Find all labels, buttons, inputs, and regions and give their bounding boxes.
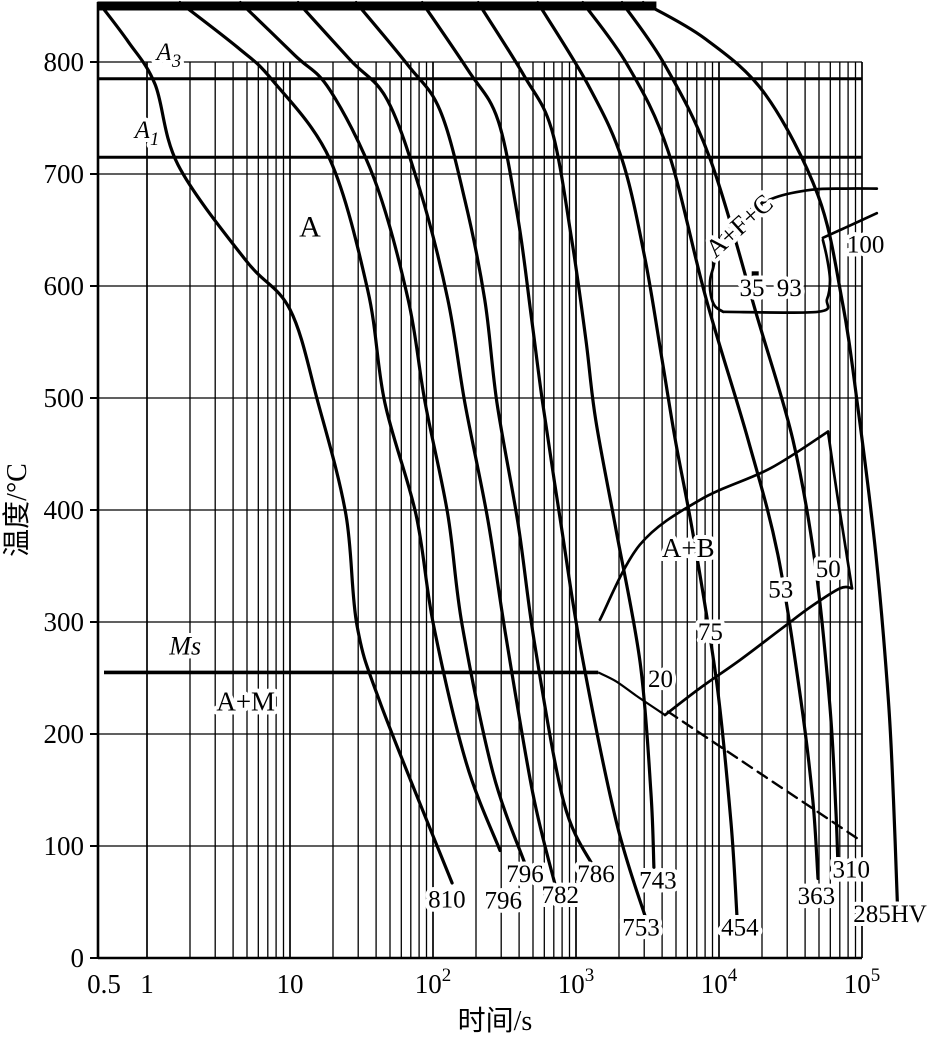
- boundary-bainite-upper: [598, 430, 830, 622]
- boundary-martensite-50-dashed: [666, 710, 864, 843]
- y-tick-label-800: 800: [44, 47, 85, 77]
- ms-line-tail: [597, 671, 666, 716]
- boundary-ferrite-carbide-bottom-right: [721, 238, 832, 315]
- y-tick-label-0: 0: [71, 943, 85, 973]
- cooling-curve-454-7: [536, 1, 739, 919]
- x-tick-label-1: 1: [140, 969, 154, 999]
- cooling-curve-753-5: [420, 1, 649, 924]
- y-tick-label-200: 200: [44, 719, 85, 749]
- y-tick-label-600: 600: [44, 271, 85, 301]
- fraction-label-53: 53: [768, 576, 793, 603]
- fraction-label-100: 100: [847, 231, 885, 258]
- cooling-curve-310-9: [620, 1, 840, 868]
- x-axis-title: 时间/s: [458, 1005, 533, 1037]
- cooling-curve-796-1: [178, 1, 502, 853]
- hardness-label-310: 310: [832, 856, 870, 883]
- phase-label-A: A: [299, 211, 321, 244]
- x-tick-label-102: 102: [415, 965, 452, 999]
- y-tick-label-300: 300: [44, 607, 85, 637]
- cooling-curve-285HV-10: [641, 1, 900, 909]
- cooling-curve-363-8: [581, 1, 820, 881]
- boundary-bainite-right: [826, 430, 854, 590]
- hardness-label-743: 743: [639, 868, 677, 895]
- x-tick-label-0.5: 0.5: [87, 969, 121, 999]
- hardness-label-810: 810: [428, 887, 466, 914]
- fraction-label-93: 93: [777, 275, 802, 302]
- hardness-label-796: 796: [506, 861, 544, 888]
- fraction-label-35: 35: [740, 275, 765, 302]
- y-tick-label-500: 500: [44, 383, 85, 413]
- reference-lines: [97, 1, 862, 716]
- phase-label-AB: A+B: [662, 533, 715, 563]
- cooling-curve-796-2: [238, 1, 527, 865]
- x-tick-label-105: 105: [844, 965, 881, 999]
- hardness-label-786: 786: [577, 861, 615, 888]
- hardness-label-285HV: 285HV: [853, 901, 927, 928]
- phase-label-AM: A+M: [216, 687, 275, 717]
- y-tick-label-700: 700: [44, 159, 85, 189]
- marker-square-dot: [751, 271, 759, 279]
- fraction-label-50: 50: [816, 556, 841, 583]
- x-tick-label-103: 103: [558, 965, 595, 999]
- axes: [96, 2, 862, 960]
- fraction-label-75: 75: [698, 619, 723, 646]
- x-tick-label-104: 104: [701, 965, 738, 999]
- y-tick-label-100: 100: [44, 831, 85, 861]
- cooling-curve-810-0: [99, 4, 454, 885]
- boundary-bainite-lower: [663, 585, 854, 717]
- x-tick-label-10: 10: [277, 969, 304, 999]
- y-axis-title: 温度/°C: [1, 463, 33, 557]
- hardness-label-782: 782: [541, 882, 579, 909]
- cooling-curves: [99, 1, 900, 924]
- cooling-curve-782-3: [296, 1, 558, 889]
- boundary-ferrite-carbide-outer: [708, 187, 879, 314]
- fraction-label-20: 20: [648, 666, 673, 693]
- hardness-label-796: 796: [485, 888, 523, 915]
- line-label-A3: A3: [155, 39, 182, 72]
- line-label-A1: A1: [133, 117, 160, 150]
- hardness-label-753: 753: [622, 915, 660, 942]
- hardness-label-363: 363: [798, 883, 836, 910]
- grid: [98, 61, 863, 958]
- cooling-curve-786-4: [354, 1, 595, 868]
- cooling-curve-743-6: [476, 1, 656, 869]
- tick-labels: 0 100 200 300 400 500 600 700 800 0.5 1 10 102 103 104…: [44, 47, 881, 999]
- line-label-Ms: Ms: [168, 632, 201, 661]
- boundary-ferrite-carbide-inner-arc: [821, 211, 879, 240]
- hardness-label-454: 454: [721, 915, 759, 942]
- y-tick-label-400: 400: [44, 495, 85, 525]
